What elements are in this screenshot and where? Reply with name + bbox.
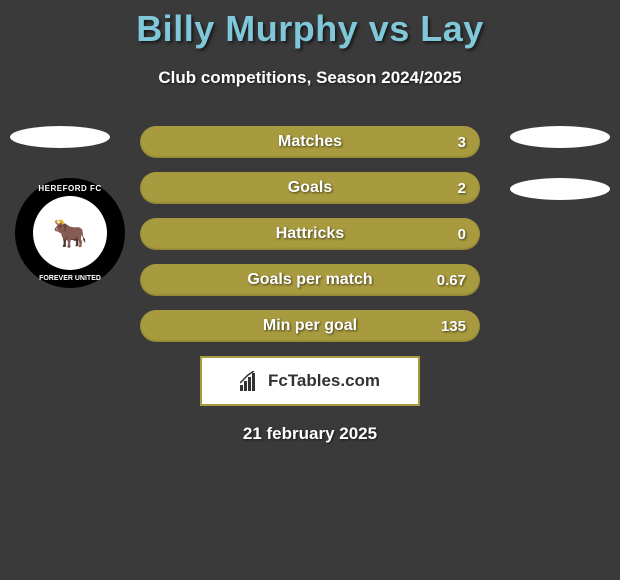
club-badge-left: HEREFORD FC 🐂 2015 FOREVER UNITED [15, 178, 125, 288]
stat-value: 3 [458, 134, 466, 151]
bar-chart-icon [240, 371, 262, 391]
club-badge-right-placeholder [510, 178, 610, 200]
stat-value: 135 [441, 318, 466, 335]
stat-value: 0.67 [437, 272, 466, 289]
badge-inner-circle: 🐂 [33, 196, 107, 270]
stat-row-goals: Goals 2 [140, 172, 480, 204]
stat-label: Hattricks [276, 225, 344, 243]
stat-row-min-per-goal: Min per goal 135 [140, 310, 480, 342]
subtitle: Club competitions, Season 2024/2025 [0, 68, 620, 88]
stat-label: Goals per match [247, 271, 372, 289]
logo-text: FcTables.com [268, 371, 380, 391]
badge-top-text: HEREFORD FC [15, 184, 125, 193]
badge-bottom-text: FOREVER UNITED [15, 275, 125, 282]
player-avatar-right-placeholder [510, 126, 610, 148]
fctables-logo-box[interactable]: FcTables.com [200, 356, 420, 406]
bull-icon: 🐂 [53, 217, 88, 250]
stat-label: Goals [288, 179, 332, 197]
stats-container: Matches 3 Goals 2 Hattricks 0 Goals per … [140, 126, 480, 342]
stat-value: 0 [458, 226, 466, 243]
stat-value: 2 [458, 180, 466, 197]
stat-row-hattricks: Hattricks 0 [140, 218, 480, 250]
page-title: Billy Murphy vs Lay [0, 0, 620, 50]
badge-outer-ring: HEREFORD FC 🐂 2015 FOREVER UNITED [15, 178, 125, 288]
player-avatar-left-placeholder [10, 126, 110, 148]
badge-year: 2015 [15, 263, 125, 270]
stat-row-matches: Matches 3 [140, 126, 480, 158]
stat-label: Min per goal [263, 317, 357, 335]
date-text: 21 february 2025 [0, 424, 620, 444]
stat-row-goals-per-match: Goals per match 0.67 [140, 264, 480, 296]
stat-label: Matches [278, 133, 342, 151]
